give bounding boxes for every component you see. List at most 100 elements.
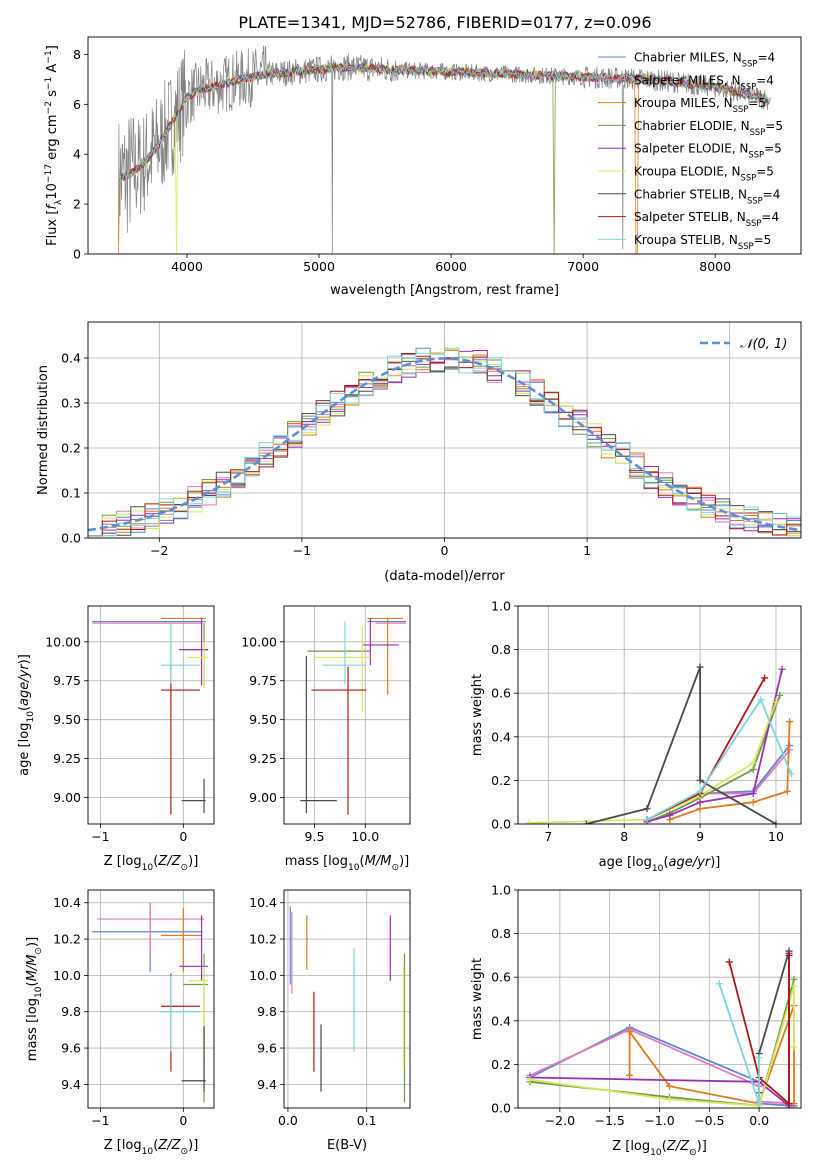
weight-marker-chabrier-stelib: [696, 776, 704, 784]
weight-vs-Z-plot: [526, 947, 798, 1108]
weight-marker-kroupa-elodie: [526, 1076, 534, 1084]
x-axis-label: Z [log10(Z/Z⊙)]: [104, 1138, 199, 1157]
y-tick-label: 0.6: [491, 686, 511, 701]
figure-title: PLATE=1341, MJD=52786, FIBERID=0177, z=0…: [238, 13, 651, 32]
x-tick-label: −2: [150, 543, 168, 558]
x-tick-label: −1: [91, 829, 109, 844]
age-vs-Z-axes: −1 0 9.00 9.25 9.50 9.75 10.00 Z [log10(Z/Z⊙)] a…: [17, 605, 215, 873]
errorbar-salpeter-stelib: [311, 666, 367, 815]
weight-marker-chabrier-elodie: [790, 975, 798, 983]
y-tick-label: 0.8: [491, 642, 511, 657]
y-tick-label: 9.75: [53, 673, 81, 688]
y-tick-label: 10.4: [53, 895, 81, 910]
y-tick-label: 6: [73, 97, 81, 112]
axes-frame: [517, 889, 802, 1109]
hist-chabrier-stelib: [88, 358, 801, 537]
x-tick-label: 0: [179, 829, 187, 844]
y-tick-label: 0.2: [491, 1057, 511, 1072]
legend-label-salpeter-stelib: Salpeter STELIB, NSSP=4: [634, 210, 779, 228]
residuals-axes: −2 −1 0 1 2 0.0 0.1 0.2 0.3 0.4 (data-model)/error…: [36, 321, 802, 584]
weight-marker-salpeter-elodie: [696, 798, 704, 806]
mass-vs-ebv-axes: 0.0 0.1 9.4 9.6 9.8 10.0 10.2 10.4 E(B-V): [249, 889, 411, 1153]
errorbar-kroupa-miles: [367, 617, 403, 695]
y-tick-label: 9.50: [53, 712, 81, 727]
y-tick-label: 1.0: [491, 599, 511, 614]
x-tick-label: −1: [91, 1113, 109, 1128]
x-tick-label: 9: [696, 829, 704, 844]
weight-marker-kroupa-miles: [626, 1028, 634, 1036]
y-tick-label: 0.1: [61, 486, 81, 501]
x-axis-label: (data-model)/error: [384, 569, 505, 584]
y-axis-label: mass weight: [470, 958, 485, 1040]
errorbar-chabrier-stelib: [181, 1026, 206, 1092]
y-tick-label: 0.2: [61, 441, 81, 456]
y-tick-label: 10.4: [249, 895, 277, 910]
y-tick-label: 8: [73, 47, 81, 62]
x-axis-label: wavelength [Angstrom, rest frame]: [330, 283, 559, 298]
y-tick-label: 4: [73, 147, 81, 162]
legend-label-chabrier-elodie: Chabrier ELODIE, NSSP=5: [634, 119, 783, 137]
weight-marker-kroupa-elodie: [749, 759, 757, 767]
weight-vs-age-axes: 7 8 9 10 0.0 0.2 0.4 0.6 0.8 1.0 age [log10(age/yr…: [470, 599, 802, 874]
axes-frame: [517, 605, 802, 825]
x-tick-label: 0: [441, 543, 449, 558]
x-tick-label: 0: [179, 1113, 187, 1128]
weight-marker-chabrier-stelib: [772, 820, 780, 824]
spectrum-plot: [117, 45, 771, 254]
weight-marker-chabrier-stelib: [643, 805, 651, 813]
y-tick-label: 0.4: [491, 1013, 511, 1028]
errorbar-kroupa-stelib: [160, 975, 200, 1052]
x-tick-label: 6000: [435, 259, 467, 274]
weight-marker-chabrier-stelib: [696, 663, 704, 671]
y-tick-label: 0.0: [491, 1101, 511, 1116]
errorbar-kroupa-elodie: [314, 626, 371, 712]
legend-label-kroupa-miles: Kroupa MILES, NSSP=5: [634, 96, 766, 114]
y-tick-label: 0: [73, 247, 81, 262]
y-tick-label: 0.4: [61, 351, 81, 366]
y-tick-label: 9.75: [249, 673, 277, 688]
y-tick-label: 10.0: [53, 968, 81, 983]
y-tick-label: 9.25: [53, 751, 81, 766]
histogram-plot: [88, 347, 801, 537]
x-tick-label: −2.0: [545, 1113, 575, 1128]
y-tick-label: 9.6: [257, 1041, 277, 1056]
x-axis-label: age [log10(age/yr)]: [599, 855, 721, 874]
model-line-chabrier-stelib: [117, 62, 769, 184]
x-tick-label: 0.1: [357, 1113, 377, 1128]
errorbar-kroupa-miles: [160, 908, 203, 972]
y-tick-label: 9.6: [61, 1041, 81, 1056]
x-axis-label: Z [log10(Z/Z⊙)]: [104, 854, 199, 873]
x-tick-label: 1: [583, 543, 591, 558]
y-tick-label: 9.4: [257, 1077, 277, 1092]
axes-frame: [283, 605, 411, 825]
x-tick-label: 10: [768, 829, 784, 844]
legend-label-chabrier-miles: Chabrier MILES, NSSP=4: [634, 51, 775, 69]
weight-marker-kroupa-miles: [786, 718, 794, 726]
weight-marker-salpeter-stelib: [785, 951, 793, 959]
errorbar-salpeter-elodie: [179, 618, 209, 686]
weight-marker-salpeter-elodie: [666, 811, 674, 819]
axes-frame: [87, 889, 215, 1109]
y-tick-label: 0.6: [491, 970, 511, 985]
x-tick-label: −1.0: [644, 1113, 674, 1128]
axes-frame: [87, 321, 802, 539]
weight-marker-kroupa-miles: [696, 805, 704, 813]
axes-frame: [87, 36, 802, 255]
y-tick-label: 0.8: [491, 926, 511, 941]
y-tick-label: 0.0: [491, 817, 511, 832]
errorbar-chabrier-stelib: [300, 655, 337, 814]
mass-vs-Z-axes: −1 0 9.4 9.6 9.8 10.0 10.2 10.4 Z [log10(Z/Z⊙)] m…: [25, 889, 215, 1157]
y-tick-label: 0.4: [491, 729, 511, 744]
y-axis-label: mass weight: [470, 674, 485, 756]
y-tick-label: 9.8: [61, 1004, 81, 1019]
legend-label-chabrier-stelib: Chabrier STELIB, NSSP=4: [634, 187, 780, 205]
y-tick-label: 9.00: [249, 790, 277, 805]
legend-label-kroupa-elodie: Kroupa ELODIE, NSSP=5: [634, 165, 774, 183]
weight-marker-salpeter-elodie: [749, 789, 757, 797]
legend-label-salpeter-miles: Salpeter MILES, NSSP=4: [634, 73, 774, 91]
y-tick-label: 0.3: [61, 396, 81, 411]
y-axis-label: Normed distribution: [36, 365, 51, 495]
y-tick-label: 2: [73, 197, 81, 212]
age-vs-mass-axes: 9.5 10.0 9.00 9.25 9.50 9.75 10.00 mass [log10(…: [241, 605, 411, 873]
weight-marker-kroupa-stelib: [755, 1054, 763, 1062]
